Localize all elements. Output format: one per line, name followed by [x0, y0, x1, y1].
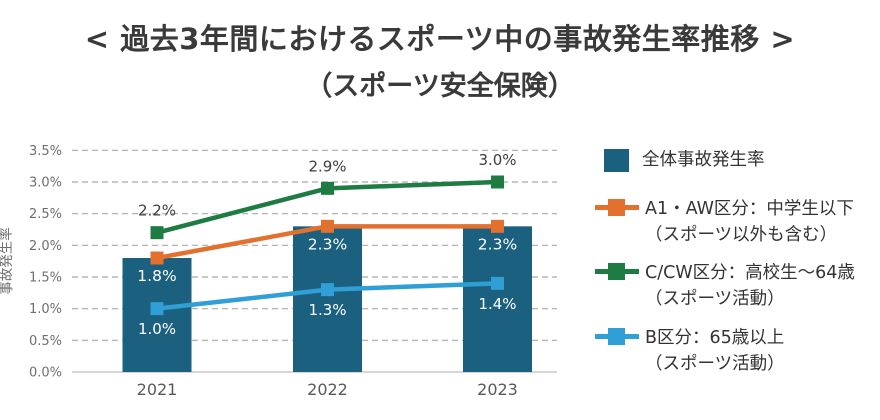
x-tick-label-2022: 2022 — [307, 380, 348, 399]
legend-sublabel: （スポーツ活動） — [645, 289, 785, 309]
legend-line-marker-icon — [595, 326, 639, 346]
value-label-ccw-2023: 3.0% — [478, 151, 516, 169]
legend-marker-swatch — [608, 263, 625, 280]
y-tick-label: 1.0% — [29, 302, 62, 317]
legend-label: B区分：65歳以上 — [645, 328, 785, 348]
y-tick-label: 3.5% — [29, 144, 62, 159]
value-label-b-2022: 1.3% — [308, 301, 346, 319]
marker-ccw-2023 — [491, 175, 504, 189]
value-label-b-2021: 1.0% — [138, 320, 176, 338]
marker-b-2023 — [491, 276, 504, 290]
legend-label: A1・AW区分：中学生以下 — [645, 199, 854, 219]
bar-value-label-2021: 1.8% — [137, 267, 176, 285]
legend-item-b: B区分：65歳以上 （スポーツ活動） — [585, 325, 785, 377]
chart-figure: 0.0% 0.5% 1.0% 1.5% 2.0% 2.5% 3.0% 3.5% 事故発生率 1.8… — [0, 144, 557, 399]
legend-label: C/CW区分：高校生～64歳 — [645, 263, 855, 283]
legend-item-ccw: C/CW区分：高校生～64歳 （スポーツ活動） — [585, 260, 855, 312]
marker-ccw-2021 — [150, 226, 164, 240]
value-label-ccw-2022: 2.9% — [308, 157, 346, 175]
marker-b-2021 — [150, 302, 164, 316]
marker-b-2022 — [321, 283, 334, 297]
chart-title: < 過去3年間におけるスポーツ中の事故発生率推移 > — [84, 22, 796, 56]
legend-marker-swatch — [608, 199, 625, 216]
legend-item-overall: 全体事故発生率 — [585, 147, 765, 173]
x-tick-label-2023: 2023 — [477, 380, 518, 399]
legend-label: 全体事故発生率 — [642, 150, 765, 170]
legend-marker-swatch — [608, 328, 625, 345]
y-tick-label: 0.5% — [29, 334, 62, 349]
chart-subtitle: （スポーツ安全保険） — [305, 71, 575, 102]
legend-sublabel: （スポーツ活動） — [645, 354, 785, 374]
y-tick-label: 1.5% — [29, 271, 62, 286]
bar-value-label-2022: 2.3% — [308, 235, 347, 253]
legend-square-swatch — [604, 149, 629, 172]
y-tick-label: 0.0% — [29, 366, 62, 381]
value-label-b-2023: 1.4% — [478, 295, 516, 313]
bar-2023 — [463, 226, 532, 372]
y-tick-label: 2.0% — [29, 239, 62, 254]
legend-sublabel: （スポーツ以外も含む） — [645, 225, 838, 245]
legend: 全体事故発生率 A1・AW区分：中学生以下 （スポーツ以外も含む） C/CW区分… — [585, 135, 880, 420]
marker-a1aw-2022 — [321, 219, 334, 233]
bar-2022 — [293, 226, 362, 372]
y-tick-label: 2.5% — [29, 207, 62, 222]
legend-line-marker-icon — [595, 261, 639, 281]
y-tick-label: 3.0% — [29, 176, 62, 191]
marker-a1aw-2023 — [491, 219, 504, 233]
marker-ccw-2022 — [321, 181, 334, 195]
y-axis-title: 事故発生率 — [0, 227, 15, 295]
bar-value-label-2023: 2.3% — [478, 235, 517, 253]
legend-line-marker-icon — [595, 197, 639, 217]
marker-a1aw-2021 — [150, 251, 164, 265]
value-label-ccw-2021: 2.2% — [138, 202, 176, 220]
x-tick-label-2021: 2021 — [137, 380, 178, 399]
legend-item-a1aw: A1・AW区分：中学生以下 （スポーツ以外も含む） — [585, 196, 854, 248]
